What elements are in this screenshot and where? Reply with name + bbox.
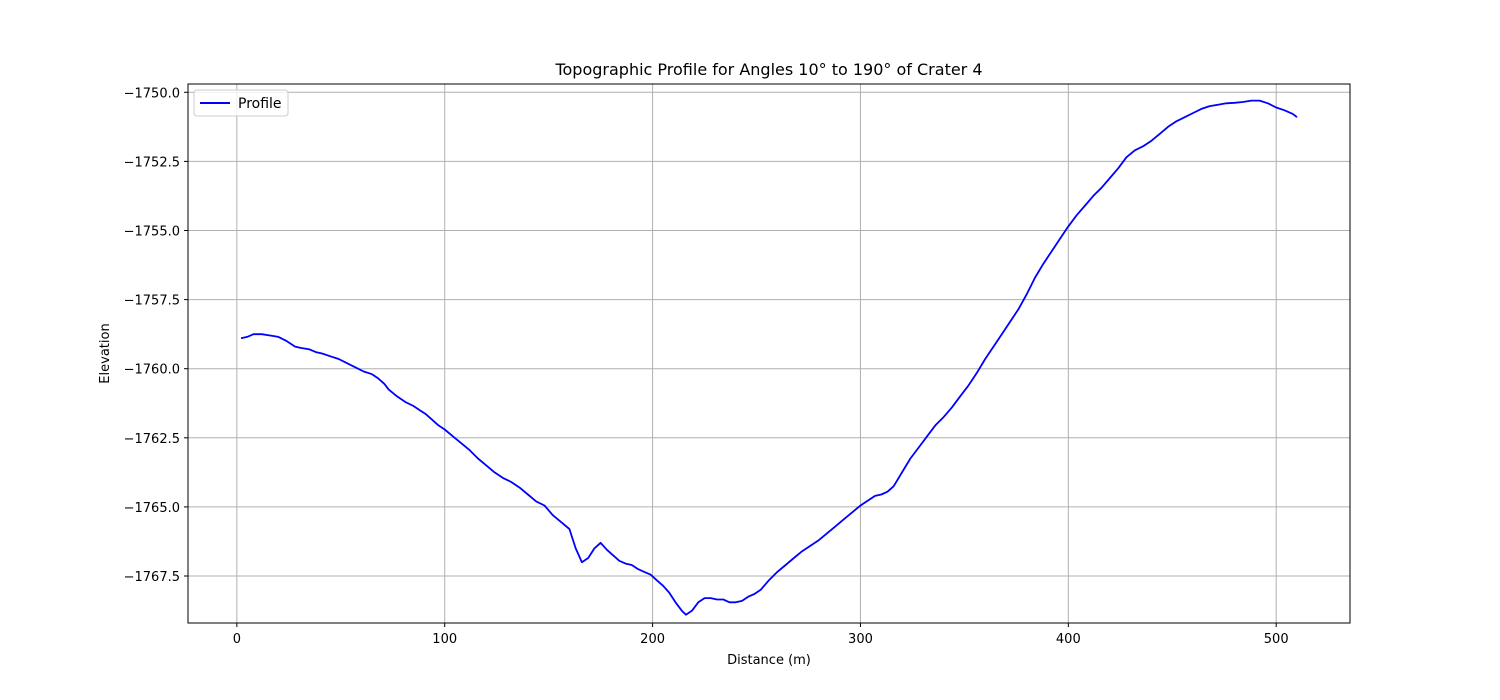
y-tick-label: −1750.0	[124, 86, 180, 101]
x-tick-label: 200	[640, 632, 665, 647]
x-tick-label: 0	[233, 632, 241, 647]
chart-title: Topographic Profile for Angles 10° to 19…	[554, 60, 982, 79]
ticks: 0 100 200 300 400 500 −1750.0 −1752.5 −1755.0 −17…	[124, 86, 1289, 647]
x-tick-label: 300	[848, 632, 873, 647]
y-tick-label: −1762.5	[124, 432, 180, 447]
y-tick-label: −1752.5	[124, 155, 180, 170]
x-axis-label: Distance (m)	[727, 653, 811, 668]
legend-box	[193, 89, 289, 117]
series-line-profile	[240, 99, 1298, 616]
plot-area-frame	[187, 83, 1351, 624]
y-tick-label: −1760.0	[124, 363, 180, 378]
y-tick-label: −1767.5	[124, 570, 180, 585]
y-axis-label: Elevation	[98, 323, 113, 383]
y-tick-label: −1755.0	[124, 224, 180, 239]
grid	[188, 84, 1350, 623]
x-tick-label: 400	[1056, 632, 1081, 647]
legend-label-profile: Profile	[238, 96, 282, 112]
legend: Profile	[193, 89, 289, 117]
series-layer	[240, 99, 1298, 616]
x-tick-label: 500	[1264, 632, 1289, 647]
y-tick-label: −1757.5	[124, 294, 180, 309]
y-tick-label: −1765.0	[124, 501, 180, 516]
x-tick-label: 100	[432, 632, 457, 647]
